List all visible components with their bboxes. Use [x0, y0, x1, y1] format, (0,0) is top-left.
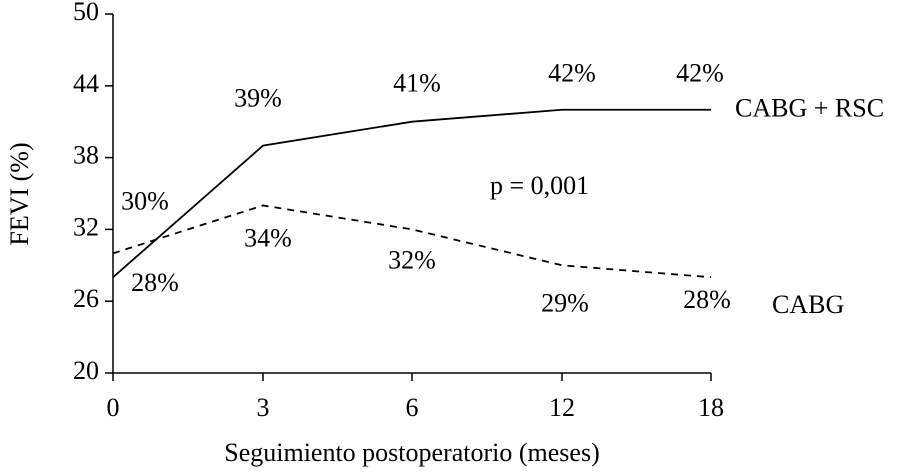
data-label: 29%: [541, 288, 589, 317]
data-label: 41%: [393, 69, 441, 98]
series-name: CABG + RSC: [735, 94, 884, 123]
data-label: 34%: [244, 223, 292, 252]
x-tick-label: 12: [549, 393, 575, 422]
x-axis-label: Seguimiento postoperatorio (meses): [224, 438, 599, 467]
y-tick-label: 26: [73, 284, 99, 313]
x-tick-label: 3: [257, 393, 270, 422]
x-tick-label: 0: [107, 393, 120, 422]
data-label: 42%: [676, 59, 724, 88]
series-line: [112, 108, 711, 278]
data-label: 28%: [683, 285, 731, 314]
y-tick-label: 20: [73, 356, 99, 385]
data-label: 32%: [388, 245, 436, 274]
y-tick-label: 32: [73, 212, 99, 241]
y-axis-label: FEVI (%): [5, 142, 34, 245]
data-label: 30%: [121, 186, 169, 215]
data-label: 42%: [548, 59, 596, 88]
data-label: 39%: [234, 84, 282, 113]
annotation: p = 0,001: [490, 171, 589, 200]
y-tick-label: 38: [73, 141, 99, 170]
y-tick-label: 44: [73, 69, 99, 98]
x-tick-label: 18: [698, 393, 724, 422]
y-tick-label: 50: [73, 0, 99, 26]
x-tick-label: 6: [406, 393, 419, 422]
series-name: CABG: [772, 290, 844, 319]
data-label: 28%: [131, 268, 179, 297]
series-line: [112, 204, 712, 279]
